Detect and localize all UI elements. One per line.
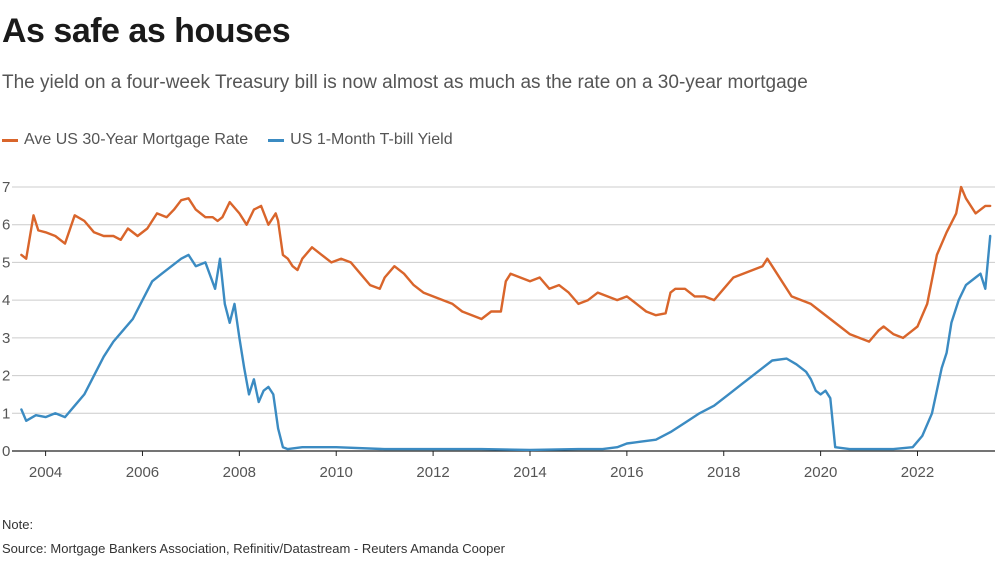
y-tick-label-6: 6 [2, 217, 10, 234]
x-tick-label-2022: 2022 [901, 464, 934, 481]
series-line-mortgage-rate [20, 185, 992, 343]
x-tick-label-2016: 2016 [610, 464, 643, 481]
y-tick-label-3: 3 [2, 330, 10, 347]
y-tick-label-1: 1 [2, 405, 10, 422]
y-tick-label-0: 0 [2, 443, 10, 460]
y-axis: 0 1 2 3 4 5 6 7 [2, 179, 10, 460]
x-tick-label-2006: 2006 [126, 464, 159, 481]
x-tick-label-2018: 2018 [707, 464, 740, 481]
y-tick-label-2: 2 [2, 368, 10, 385]
legend-label-mortgage: Ave US 30-Year Mortgage Rate [24, 131, 249, 148]
x-tick-label-2010: 2010 [320, 464, 353, 481]
y-tick-label-4: 4 [2, 292, 10, 309]
x-tick-label-2012: 2012 [416, 464, 449, 481]
legend-label-tbill: US 1-Month T-bill Yield [290, 131, 453, 148]
series-lines [20, 185, 992, 452]
x-tick-label-2004: 2004 [29, 464, 62, 481]
source: Source: Mortgage Bankers Association, Re… [2, 541, 505, 556]
chart-title: As safe as houses [2, 12, 291, 50]
y-tick-label-7: 7 [2, 179, 10, 196]
y-tick-label-5: 5 [2, 254, 10, 271]
legend-item-mortgage: Ave US 30-Year Mortgage Rate [2, 131, 248, 149]
gridlines [12, 186, 995, 452]
x-tick-label-2008: 2008 [223, 464, 256, 481]
x-tick-label-2014: 2014 [513, 464, 546, 481]
legend-swatch-mortgage [2, 138, 18, 142]
x-tick-label-2020: 2020 [804, 464, 837, 481]
legend: Ave US 30-Year Mortgage Rate US 1-Month … [2, 131, 473, 149]
chart-subtitle: The yield on a four-week Treasury bill i… [2, 72, 808, 93]
legend-item-tbill: US 1-Month T-bill Yield [268, 131, 453, 149]
note: Note: [2, 517, 34, 532]
x-axis: 2004 2006 2008 2010 2012 2014 2016 2018 2020 2022 [29, 451, 934, 481]
series-line-tbill-yield [20, 234, 992, 452]
line-chart: 0 1 2 3 4 5 6 7 2004 2006 2008 2010 2012 2014 2016 201… [2, 179, 995, 481]
legend-swatch-tbill [268, 138, 285, 142]
